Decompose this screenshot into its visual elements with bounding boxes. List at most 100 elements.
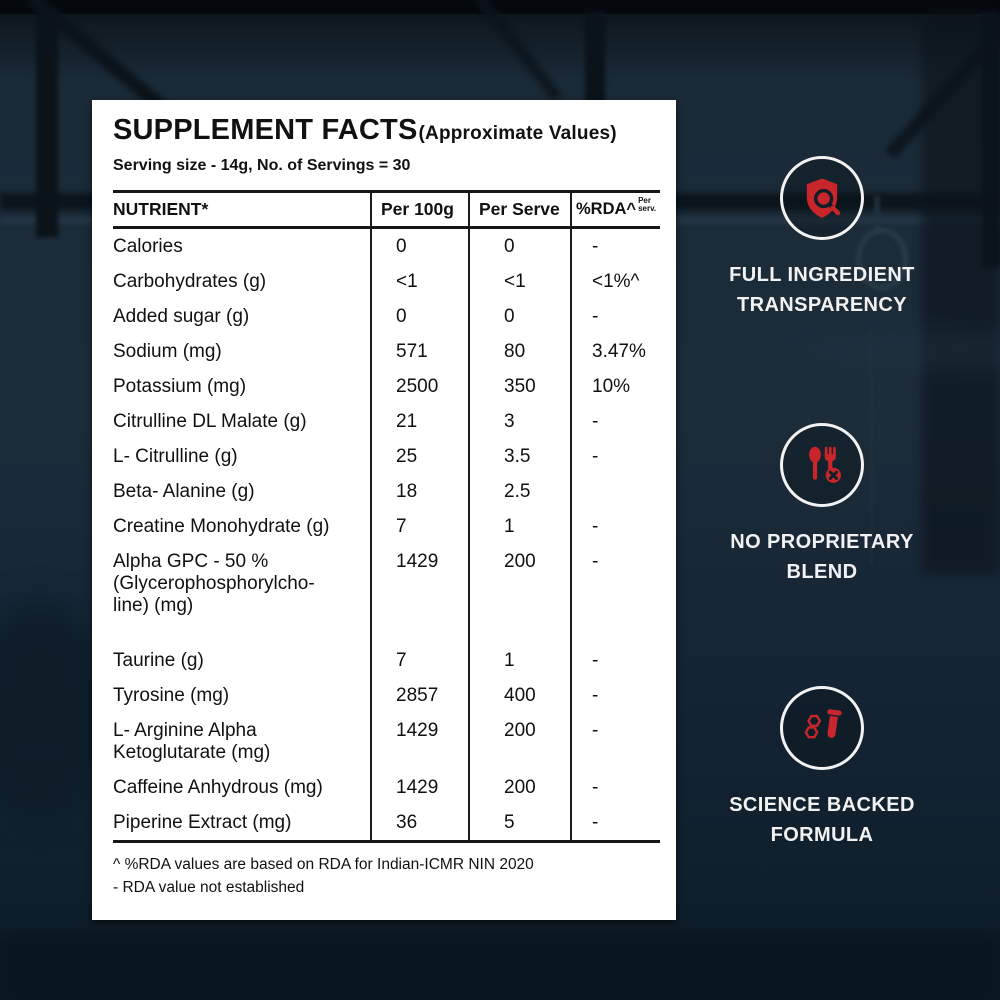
badge-science-backed-formula: SCIENCE BACKED FORMULA	[700, 686, 944, 850]
per-100g-value: 1429	[370, 544, 468, 643]
table-row: Tyrosine (mg) 2857 400 -	[113, 678, 660, 713]
table-row: L- Arginine Alpha Ketoglutarate (mg) 142…	[113, 713, 660, 770]
footnote-rda-source: ^ %RDA values are based on RDA for India…	[113, 856, 534, 873]
per-serve-value: 200	[468, 713, 570, 770]
badge-full-ingredient-transparency: FULL INGREDIENT TRANSPARENCY	[700, 156, 944, 320]
rda-value: -	[570, 713, 660, 770]
per-100g-value: 0	[370, 229, 468, 264]
rda-value: -	[570, 404, 660, 439]
bg-shape	[780, 330, 1000, 370]
per-100g-value: 2500	[370, 369, 468, 404]
panel-title-suffix: (Approximate Values)	[418, 123, 617, 144]
nutrient-name: Sodium (mg)	[113, 341, 222, 362]
bg-shape	[0, 935, 1000, 1000]
table-row: Citrulline DL Malate (g) 21 3 -	[113, 404, 660, 439]
per-serve-value: 0	[468, 229, 570, 264]
table-header-row: NUTRIENT* Per 100g Per Serve %RDA^ Per s…	[113, 190, 660, 229]
test-tube-molecule-icon	[804, 709, 842, 739]
table-row: Potassium (mg) 2500 350 10%	[113, 369, 660, 404]
table-row: Alpha GPC - 50 % (Glycerophosphorylcho- …	[113, 544, 660, 643]
col-header-rda-superscript: Per serv.	[638, 195, 657, 213]
rda-value: -	[570, 509, 660, 544]
gym-ring-shape	[856, 228, 908, 290]
rda-value: -	[570, 299, 660, 334]
badge-circle	[780, 686, 864, 770]
rda-value: -	[570, 643, 660, 678]
bg-shape	[870, 330, 873, 565]
nutrient-name: Creatine Monohydrate (g)	[113, 516, 330, 537]
bg-shape	[0, 0, 1000, 14]
table-row: Creatine Monohydrate (g) 7 1 -	[113, 509, 660, 544]
rda-value: -	[570, 439, 660, 474]
per-100g-value: 18	[370, 474, 468, 509]
bg-shape	[447, 0, 563, 102]
table-row: Carbohydrates (g) <1 <1 <1%^	[113, 264, 660, 299]
per-100g-value: 25	[370, 439, 468, 474]
nutrient-name: Added sugar (g)	[113, 306, 250, 327]
per-serve-value: 2.5	[468, 474, 570, 509]
per-100g-value: 21	[370, 404, 468, 439]
table-row: Calories 0 0 -	[113, 229, 660, 264]
nutrient-name: Piperine Extract (mg)	[113, 812, 292, 833]
table-row: Taurine (g) 7 1 -	[113, 643, 660, 678]
per-100g-value: 36	[370, 805, 468, 840]
col-header-per-serve: Per Serve	[468, 193, 570, 226]
col-header-nutrient: NUTRIENT*	[113, 199, 209, 219]
per-100g-value: 2857	[370, 678, 468, 713]
table-body: Calories 0 0 - Carbohydrates (g) <1 <1 <…	[113, 229, 660, 840]
nutrient-name: L- Citrulline (g)	[113, 446, 238, 467]
table-row: L- Citrulline (g) 25 3.5 -	[113, 439, 660, 474]
rda-value: <1%^	[570, 264, 660, 299]
rda-value: -	[570, 770, 660, 805]
table-row: Piperine Extract (mg) 36 5 -	[113, 805, 660, 840]
badge-circle	[780, 423, 864, 507]
badge-no-proprietary-blend: NO PROPRIETARY BLEND	[700, 423, 944, 587]
table-row: Beta- Alanine (g) 18 2.5	[113, 474, 660, 509]
rda-value	[570, 474, 660, 509]
per-serve-value: 3	[468, 404, 570, 439]
badge-label: FULL INGREDIENT TRANSPARENCY	[729, 264, 915, 316]
per-100g-value: 7	[370, 643, 468, 678]
footnote-dash-meaning: - RDA value not established	[113, 879, 305, 896]
table-row: Sodium (mg) 571 80 3.47%	[113, 334, 660, 369]
per-100g-value: 7	[370, 509, 468, 544]
supplement-facts-panel: SUPPLEMENT FACTS(Approximate Values) Ser…	[92, 100, 676, 920]
panel-title: SUPPLEMENT FACTS(Approximate Values)	[113, 114, 660, 150]
per-serve-value: 5	[468, 805, 570, 840]
crossed-cutlery-icon	[809, 446, 841, 483]
per-serve-value: 1	[468, 509, 570, 544]
bg-shape	[0, 600, 110, 820]
nutrient-table: NUTRIENT* Per 100g Per Serve %RDA^ Per s…	[113, 190, 660, 843]
nutrient-name: Calories	[113, 236, 183, 257]
rda-value: -	[570, 544, 660, 643]
nutrient-name: Taurine (g)	[113, 650, 204, 671]
nutrient-name: Citrulline DL Malate (g)	[113, 411, 307, 432]
table-row: Caffeine Anhydrous (mg) 1429 200 -	[113, 770, 660, 805]
per-100g-value: <1	[370, 264, 468, 299]
per-serve-value: 200	[468, 770, 570, 805]
per-serve-value: <1	[468, 264, 570, 299]
serving-size-line: Serving size - 14g, No. of Servings = 30	[113, 157, 411, 174]
bg-shape	[36, 12, 58, 237]
shield-magnifier-icon	[806, 178, 841, 218]
footnotes: ^ %RDA values are based on RDA for India…	[113, 853, 660, 899]
rda-value: 10%	[570, 369, 660, 404]
per-serve-value: 200	[468, 544, 570, 643]
per-serve-value: 400	[468, 678, 570, 713]
nutrient-name: L- Arginine Alpha Ketoglutarate (mg)	[113, 720, 271, 763]
nutrient-name: Caffeine Anhydrous (mg)	[113, 777, 323, 798]
badge-circle	[780, 156, 864, 240]
per-serve-value: 80	[468, 334, 570, 369]
badge-label: SCIENCE BACKED FORMULA	[729, 794, 915, 846]
per-serve-value: 350	[468, 369, 570, 404]
nutrient-name: Beta- Alanine (g)	[113, 481, 255, 502]
rda-value: -	[570, 229, 660, 264]
per-100g-value: 1429	[370, 713, 468, 770]
col-header-rda: %RDA^ Per serv.	[570, 193, 660, 226]
nutrient-name: Potassium (mg)	[113, 376, 247, 397]
per-serve-value: 3.5	[468, 439, 570, 474]
rda-value: -	[570, 678, 660, 713]
panel-title-text: SUPPLEMENT FACTS	[113, 114, 418, 146]
